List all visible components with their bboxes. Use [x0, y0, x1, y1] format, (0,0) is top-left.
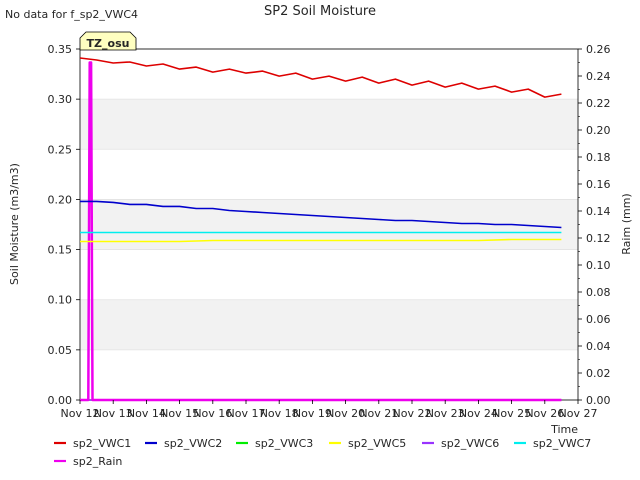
x-tick-label: Nov 23	[426, 407, 465, 420]
y-tick-label: 0.05	[48, 344, 73, 357]
x-tick-label: Nov 14	[127, 407, 166, 420]
x-tick-label: Nov 27	[559, 407, 598, 420]
legend-label-sp2_VWC1: sp2_VWC1	[73, 437, 131, 450]
series-line-sp2_VWC5	[80, 238, 562, 243]
x-tick-label: Nov 19	[293, 407, 332, 420]
y2-tick-label: 0.02	[586, 367, 611, 380]
y-tick-label: 0.25	[48, 143, 73, 156]
y-tick-label: 0.35	[48, 43, 73, 56]
tz-badge: TZ_osu	[79, 31, 137, 51]
chart-title: SP2 Soil Moisture	[264, 4, 376, 19]
no-data-note: No data for f_sp2_VWC4	[5, 8, 138, 21]
y-tick-label: 0.15	[48, 244, 73, 257]
y-tick-label: 0.00	[48, 394, 73, 407]
x-tick-label: Nov 22	[393, 407, 432, 420]
legend-label-sp2_Rain: sp2_Rain	[73, 455, 122, 468]
y2-tick-label: 0.12	[586, 232, 611, 245]
y2-tick-label: 0.22	[586, 97, 611, 110]
x-tick-label: Nov 25	[492, 407, 531, 420]
legend-label-sp2_VWC2: sp2_VWC2	[164, 437, 222, 450]
legend-label-sp2_VWC6: sp2_VWC6	[441, 437, 499, 450]
y2-tick-label: 0.18	[586, 151, 611, 164]
x-tick-label: Nov 18	[260, 407, 299, 420]
x-tick-label: Nov 15	[160, 407, 199, 420]
series-line-sp2_VWC2	[80, 200, 562, 229]
x-tick-label: Nov 20	[326, 407, 365, 420]
y2-axis-ticks: 0.00 0.02 0.04 0.06 0.08 0.10 0.12 0.14 0.16 0.18…	[578, 43, 611, 407]
x-tick-label: Nov 16	[193, 407, 232, 420]
y-tick-label: 0.30	[48, 93, 73, 106]
legend-label-sp2_VWC7: sp2_VWC7	[533, 437, 591, 450]
x-axis-label: Time	[550, 423, 578, 436]
legend-label-sp2_VWC3: sp2_VWC3	[255, 437, 313, 450]
y2-tick-label: 0.26	[586, 43, 611, 56]
series-lines	[79, 57, 562, 402]
x-tick-label: Nov 17	[227, 407, 266, 420]
y2-tick-label: 0.08	[586, 286, 611, 299]
grid-band	[80, 99, 578, 150]
x-tick-label: Nov 21	[359, 407, 398, 420]
y2-tick-label: 0.10	[586, 259, 611, 272]
x-tick-label: Nov 12	[61, 407, 100, 420]
tz-badge-label: TZ_osu	[87, 37, 130, 50]
y2-axis-label: Raim (mm)	[620, 193, 633, 254]
y-tick-label: 0.20	[48, 193, 73, 206]
x-tick-label: Nov 13	[94, 407, 133, 420]
y-axis-label: Soil Moisture (m3/m3)	[8, 163, 21, 285]
y2-tick-label: 0.06	[586, 313, 611, 326]
y-axis-ticks: 0.00 0.05 0.10 0.15 0.20 0.25 0.30 0.35	[48, 43, 80, 407]
legend-label-sp2_VWC5: sp2_VWC5	[348, 437, 406, 450]
x-tick-label: Nov 24	[459, 407, 498, 420]
y2-tick-label: 0.04	[586, 340, 611, 353]
y2-tick-label: 0.20	[586, 124, 611, 137]
series-line-sp2_Rain	[80, 61, 562, 402]
series-line-sp2_VWC1	[79, 57, 562, 98]
y2-tick-label: 0.16	[586, 178, 611, 191]
grid-band	[80, 299, 578, 350]
legend: sp2_VWC1 sp2_VWC2 sp2_VWC3 sp2_VWC5 sp2_VWC6…	[54, 437, 591, 468]
y2-tick-label: 0.24	[586, 70, 611, 83]
y2-tick-label: 0.14	[586, 205, 611, 218]
y-tick-label: 0.10	[48, 294, 73, 307]
x-tick-label: Nov 26	[525, 407, 564, 420]
y2-tick-label: 0.00	[586, 394, 611, 407]
